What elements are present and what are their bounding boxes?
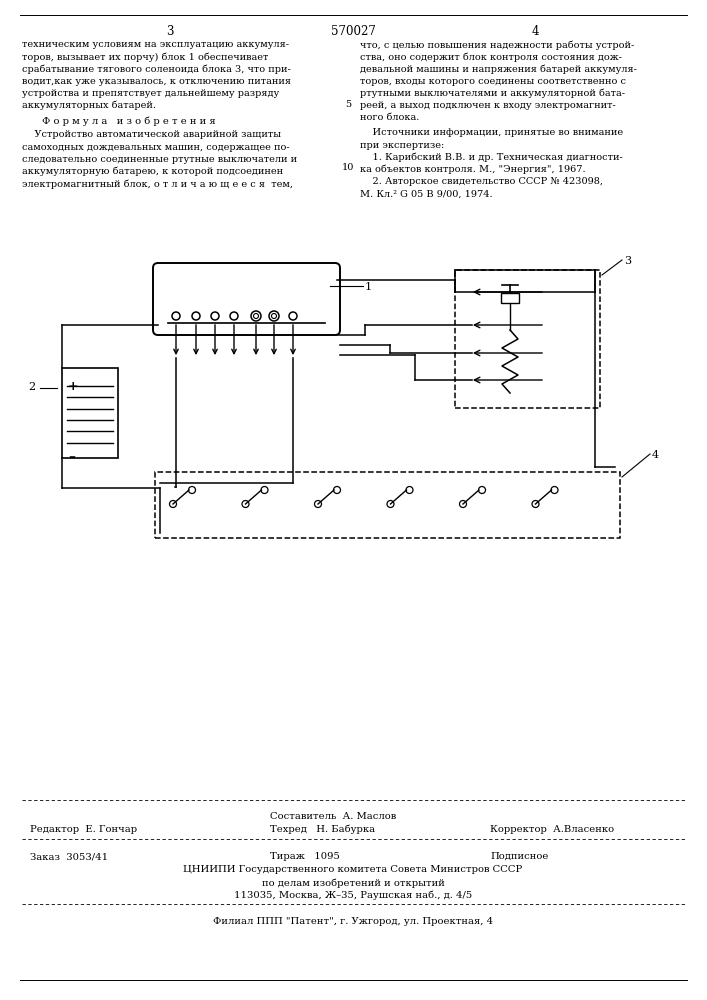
Text: устройства и препятствует дальнейшему разряду: устройства и препятствует дальнейшему ра… [22,89,279,98]
Text: 1. Карибский В.В. и др. Техническая диагности-: 1. Карибский В.В. и др. Техническая диаг… [360,153,623,162]
Text: 3: 3 [624,256,631,266]
Text: +: + [68,380,78,393]
Text: Корректор  А.Власенко: Корректор А.Власенко [490,825,614,834]
Text: 10: 10 [341,163,354,172]
Text: 4: 4 [531,25,539,38]
Text: ЦНИИПИ Государственного комитета Совета Министров СССР: ЦНИИПИ Государственного комитета Совета … [183,865,522,874]
Text: Источники информации, принятые во внимание: Источники информации, принятые во вниман… [360,128,623,137]
Text: Тираж   1095: Тираж 1095 [270,852,340,861]
Text: по делам изобретений и открытий: по делам изобретений и открытий [262,878,445,888]
Text: 1: 1 [365,282,372,292]
Bar [62,368,118,458]
Text: Филиал ППП "Патент", г. Ужгород, ул. Проектная, 4: Филиал ППП "Патент", г. Ужгород, ул. Про… [213,917,493,926]
Text: следовательно соединенные ртутные выключатели и: следовательно соединенные ртутные выключ… [22,155,297,164]
Text: Ф о р м у л а   и з о б р е т е н и я: Ф о р м у л а и з о б р е т е н и я [42,116,216,126]
Text: ного блока.: ного блока. [360,113,419,122]
Text: ства, оно содержит блок контроля состояния дож-: ства, оно содержит блок контроля состоян… [360,52,622,62]
Text: что, с целью повышения надежности работы устрой-: что, с целью повышения надежности работы… [360,40,634,49]
Bar [455,270,600,408]
Text: 2: 2 [28,382,35,392]
Text: срабатывание тягового соленоида блока 3, что при-: срабатывание тягового соленоида блока 3,… [22,64,291,74]
Text: Заказ  3053/41: Заказ 3053/41 [30,852,108,861]
Text: водит,как уже указывалось, к отключению питания: водит,как уже указывалось, к отключению … [22,77,291,86]
Text: Устройство автоматической аварийной защиты: Устройство автоматической аварийной защи… [22,130,281,139]
Text: М. Кл.² G 05 B 9/00, 1974.: М. Кл.² G 05 B 9/00, 1974. [360,189,493,198]
Text: 2. Авторское свидетельство СССР № 423098,: 2. Авторское свидетельство СССР № 423098… [360,177,603,186]
Text: 5: 5 [345,100,351,109]
Text: торов, входы которого соединены соответственно с: торов, входы которого соединены соответс… [360,77,626,86]
Text: –: – [68,450,75,464]
Text: Подписное: Подписное [490,852,549,861]
Text: самоходных дождевальных машин, содержащее по-: самоходных дождевальных машин, содержаще… [22,143,290,152]
Text: девальной машины и напряжения батарей аккумуля-: девальной машины и напряжения батарей ак… [360,64,637,74]
Text: Редактор  Е. Гончар: Редактор Е. Гончар [30,825,137,834]
Bar [155,472,620,538]
Text: Составитель  А. Маслов: Составитель А. Маслов [270,812,396,821]
Text: ртутными выключателями и аккумуляторной бата-: ртутными выключателями и аккумуляторной … [360,89,625,98]
Text: 113035, Москва, Ж–35, Раушская наб., д. 4/5: 113035, Москва, Ж–35, Раушская наб., д. … [234,891,472,900]
FancyBboxPatch shape [153,263,340,335]
Text: реей, а выход подключен к входу электромагнит-: реей, а выход подключен к входу электром… [360,101,616,110]
Text: торов, вызывает их порчу) блок 1 обеспечивает: торов, вызывает их порчу) блок 1 обеспеч… [22,52,269,62]
Text: ка объектов контроля. М., "Энергия", 1967.: ка объектов контроля. М., "Энергия", 196… [360,165,585,174]
Bar [501,293,519,303]
Text: 570027: 570027 [331,25,375,38]
Text: аккумуляторную батарею, к которой подсоединен: аккумуляторную батарею, к которой подсое… [22,167,283,176]
Text: электромагнитный блок, о т л и ч а ю щ е е с я  тем,: электромагнитный блок, о т л и ч а ю щ е… [22,179,293,189]
Text: Техред   Н. Бабурка: Техред Н. Бабурка [270,825,375,834]
Text: техническим условиям на эксплуатацию аккумуля-: техническим условиям на эксплуатацию акк… [22,40,289,49]
Text: при экспертизе:: при экспертизе: [360,141,444,150]
Text: аккумуляторных батарей.: аккумуляторных батарей. [22,101,156,110]
Text: 3: 3 [166,25,174,38]
Text: 4: 4 [652,450,659,460]
